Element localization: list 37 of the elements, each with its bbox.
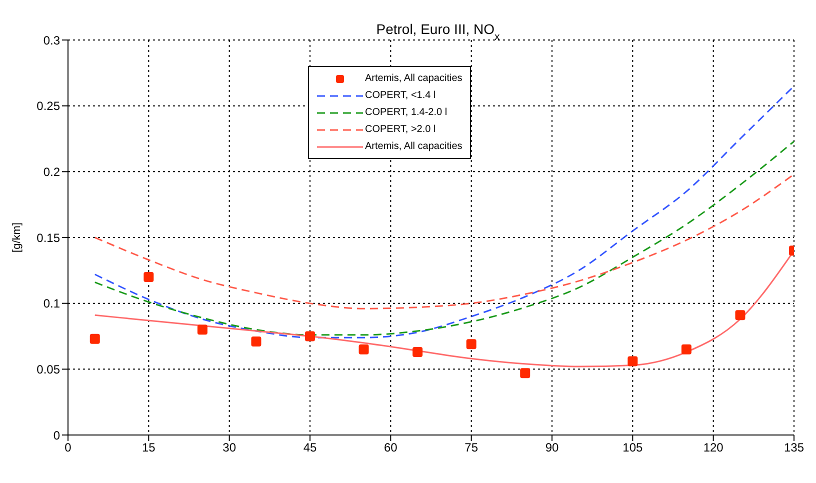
legend-label: Artemis, All capacities — [365, 141, 462, 152]
point — [466, 339, 476, 350]
y-tick-label: 0.25 — [36, 99, 60, 114]
x-tick-label: 0 — [64, 440, 72, 455]
point — [305, 331, 315, 342]
point — [251, 336, 262, 347]
chart-title: Petrol, Euro III, NO$_{x}$ — [376, 21, 501, 43]
legend-label: COPERT, >2.0 l — [365, 124, 436, 135]
point — [197, 324, 208, 335]
point — [735, 310, 746, 320]
point — [358, 344, 369, 354]
line-series — [94, 174, 794, 310]
x-tick-label: 60 — [384, 440, 398, 455]
x-tick-label: 135 — [784, 440, 804, 455]
x-tick-label: 75 — [464, 440, 478, 455]
y-axis-title: [g/km] — [10, 222, 23, 252]
point — [412, 347, 423, 358]
x-tick-label: 15 — [142, 440, 156, 455]
legend-label: COPERT, <1.4 l — [365, 90, 436, 101]
y-tick-label: 0 — [53, 428, 60, 442]
y-tick-label: 0.05 — [36, 362, 60, 376]
x-tick-label: 105 — [622, 440, 643, 455]
point — [681, 344, 692, 354]
legend-label: COPERT, 1.4-2.0 l — [365, 107, 448, 118]
y-tick-label: 0.2 — [43, 164, 60, 179]
point — [144, 272, 154, 282]
point — [520, 368, 530, 378]
x-tick-label: 30 — [222, 440, 236, 455]
point — [628, 356, 638, 366]
x-tick-label: 45 — [303, 440, 317, 455]
y-tick-label: 0.15 — [36, 230, 60, 245]
x-tick-label: 120 — [703, 440, 724, 455]
y-tick-label: 0.1 — [43, 296, 60, 311]
y-tick-label: 0.3 — [43, 33, 60, 48]
x-tick-label: 90 — [545, 440, 559, 455]
point — [90, 334, 100, 344]
legend-label: Artemis, All capacities — [365, 73, 462, 84]
